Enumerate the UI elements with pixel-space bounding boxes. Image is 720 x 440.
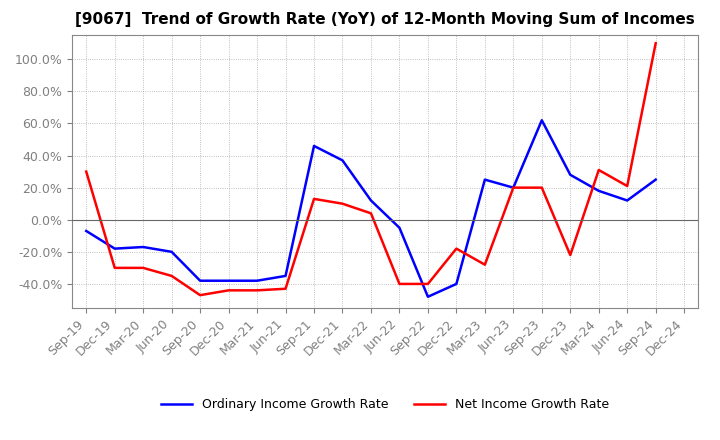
Ordinary Income Growth Rate bbox=[110, 246, 119, 251]
Ordinary Income Growth Rate bbox=[509, 185, 518, 190]
Ordinary Income Growth Rate bbox=[395, 225, 404, 231]
Legend: Ordinary Income Growth Rate, Net Income Growth Rate: Ordinary Income Growth Rate, Net Income … bbox=[156, 393, 614, 416]
Line: Net Income Growth Rate: Net Income Growth Rate bbox=[86, 43, 656, 295]
Net Income Growth Rate bbox=[82, 169, 91, 174]
Ordinary Income Growth Rate bbox=[623, 198, 631, 203]
Ordinary Income Growth Rate bbox=[282, 273, 290, 279]
Net Income Growth Rate bbox=[509, 185, 518, 190]
Ordinary Income Growth Rate bbox=[225, 278, 233, 283]
Ordinary Income Growth Rate bbox=[595, 188, 603, 194]
Net Income Growth Rate bbox=[480, 262, 489, 268]
Ordinary Income Growth Rate bbox=[167, 249, 176, 254]
Ordinary Income Growth Rate bbox=[366, 198, 375, 203]
Net Income Growth Rate bbox=[366, 211, 375, 216]
Ordinary Income Growth Rate bbox=[196, 278, 204, 283]
Net Income Growth Rate bbox=[452, 246, 461, 251]
Net Income Growth Rate bbox=[395, 281, 404, 286]
Net Income Growth Rate bbox=[167, 273, 176, 279]
Net Income Growth Rate bbox=[196, 293, 204, 298]
Net Income Growth Rate bbox=[623, 183, 631, 189]
Net Income Growth Rate bbox=[139, 265, 148, 271]
Net Income Growth Rate bbox=[652, 40, 660, 46]
Ordinary Income Growth Rate bbox=[253, 278, 261, 283]
Ordinary Income Growth Rate bbox=[139, 244, 148, 249]
Net Income Growth Rate bbox=[110, 265, 119, 271]
Line: Ordinary Income Growth Rate: Ordinary Income Growth Rate bbox=[86, 120, 656, 297]
Ordinary Income Growth Rate bbox=[423, 294, 432, 299]
Net Income Growth Rate bbox=[566, 253, 575, 258]
Ordinary Income Growth Rate bbox=[652, 177, 660, 182]
Net Income Growth Rate bbox=[310, 196, 318, 202]
Net Income Growth Rate bbox=[423, 281, 432, 286]
Ordinary Income Growth Rate bbox=[480, 177, 489, 182]
Net Income Growth Rate bbox=[282, 286, 290, 291]
Ordinary Income Growth Rate bbox=[537, 117, 546, 123]
Title: [9067]  Trend of Growth Rate (YoY) of 12-Month Moving Sum of Incomes: [9067] Trend of Growth Rate (YoY) of 12-… bbox=[76, 12, 695, 27]
Net Income Growth Rate bbox=[537, 185, 546, 190]
Net Income Growth Rate bbox=[338, 201, 347, 206]
Ordinary Income Growth Rate bbox=[566, 172, 575, 177]
Net Income Growth Rate bbox=[595, 167, 603, 172]
Net Income Growth Rate bbox=[253, 288, 261, 293]
Ordinary Income Growth Rate bbox=[338, 158, 347, 163]
Ordinary Income Growth Rate bbox=[452, 281, 461, 286]
Ordinary Income Growth Rate bbox=[310, 143, 318, 149]
Ordinary Income Growth Rate bbox=[82, 228, 91, 234]
Net Income Growth Rate bbox=[225, 288, 233, 293]
